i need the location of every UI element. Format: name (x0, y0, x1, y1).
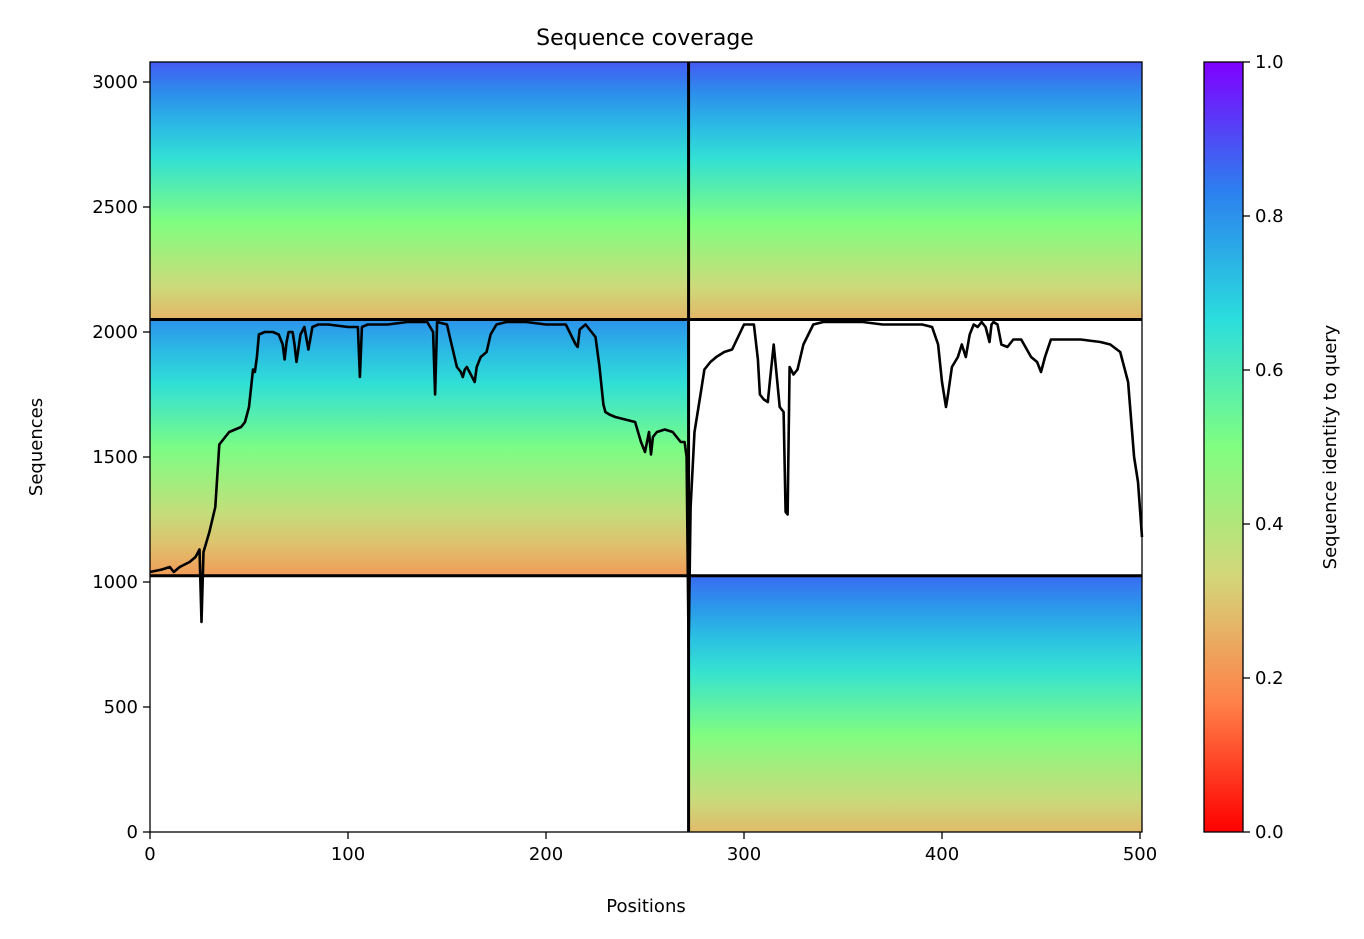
heatmap-block-bottom-right (688, 575, 1142, 832)
chart-title: Sequence coverage (536, 26, 754, 51)
x-tick-label: 300 (727, 844, 761, 865)
y-axis-label: Sequences (26, 398, 47, 496)
heatmap-block-middle-left (150, 319, 689, 576)
colorbar-ticks: 0.0 0.2 0.4 0.6 0.8 1.0 (1243, 52, 1284, 843)
coverage-line (149, 320, 1144, 649)
colorbar-tick-label: 1.0 (1255, 52, 1284, 73)
y-axis-ticks: 0 500 1000 1500 2000 2500 3000 (92, 72, 150, 843)
plot-frame (149, 61, 1143, 833)
y-tick-label: 3000 (92, 72, 138, 93)
heatmap-block-top-right (688, 62, 1142, 320)
coverage-heatmap (150, 62, 1142, 832)
x-axis-label: Positions (606, 896, 685, 917)
colorbar-tick-label: 0.6 (1255, 360, 1284, 381)
y-tick-label: 0 (127, 822, 138, 843)
x-tick-label: 500 (1123, 844, 1157, 865)
colorbar (1203, 61, 1244, 833)
x-axis-ticks: 0 100 200 300 400 500 (144, 832, 1157, 865)
heatmap-block-top-left (150, 62, 689, 320)
y-tick-label: 2500 (92, 197, 138, 218)
x-tick-label: 400 (925, 844, 959, 865)
y-tick-label: 1500 (92, 447, 138, 468)
block-dividers (150, 62, 1142, 832)
x-tick-label: 200 (529, 844, 563, 865)
x-tick-label: 0 (144, 844, 155, 865)
x-tick-label: 100 (331, 844, 365, 865)
y-tick-label: 500 (104, 697, 138, 718)
colorbar-tick-label: 0.2 (1255, 668, 1284, 689)
colorbar-tick-label: 0.8 (1255, 206, 1284, 227)
y-tick-label: 2000 (92, 322, 138, 343)
colorbar-label: Sequence identity to query (1320, 324, 1341, 569)
colorbar-tick-label: 0.0 (1255, 822, 1284, 843)
y-tick-label: 1000 (92, 572, 138, 593)
coverage-line-layer (149, 320, 1144, 649)
colorbar-tick-label: 0.4 (1255, 514, 1284, 535)
